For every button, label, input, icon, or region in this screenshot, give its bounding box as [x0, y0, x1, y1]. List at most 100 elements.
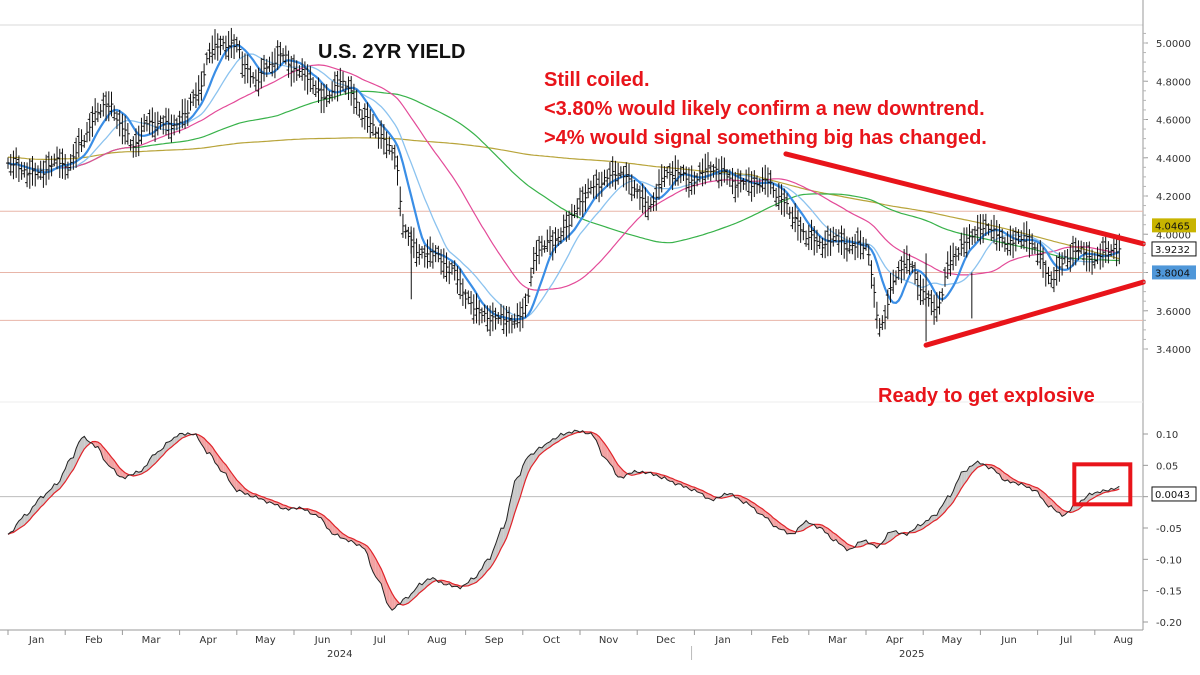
oscillator-fill: [413, 587, 417, 599]
oscillator-fill: [40, 496, 44, 508]
oscillator-last-tag: 0.0043: [1151, 486, 1197, 502]
oscillator-fill: [152, 454, 156, 466]
oscillator-fill: [59, 473, 63, 489]
tag-box: [1151, 486, 1197, 502]
oscillator-fill: [969, 465, 973, 477]
oscillator-fill: [236, 480, 240, 492]
ma-100-line: [7, 90, 1120, 262]
oscillator-fill: [947, 495, 951, 509]
oscillator-fill: [593, 433, 597, 441]
annotation-big-change: >4% would signal something big has chang…: [544, 127, 987, 149]
tag-value: 4.0465: [1155, 221, 1190, 232]
oscillator-fill: [198, 434, 202, 445]
x-month-label: Apr: [200, 635, 218, 646]
oscillator-fill: [503, 519, 507, 544]
oscillator-fill: [604, 443, 608, 460]
oscillator-fill: [416, 583, 420, 596]
y-tick-label: 4.0000: [1156, 230, 1191, 241]
y-tick-label: 4.8000: [1156, 77, 1191, 88]
oscillator-fill: [857, 541, 861, 547]
x-month-label: May: [941, 635, 962, 646]
x-month-label: May: [255, 635, 276, 646]
oscillator-fill: [915, 524, 918, 533]
oscillator-fill: [383, 575, 387, 603]
tag-value: 3.8004: [1155, 268, 1190, 279]
oscillator-fill: [146, 459, 150, 471]
oscillator-fill: [405, 597, 409, 605]
price-panel: [6, 27, 1146, 348]
oscillator-fill: [596, 434, 600, 448]
last-value-tag: 3.8004: [1152, 265, 1196, 280]
oscillator-fill: [950, 491, 954, 506]
oscillator-fill: [95, 441, 98, 448]
oscillator-fill: [827, 528, 831, 539]
y-tick-label: 0.10: [1156, 430, 1178, 441]
x-year-label: 2024: [327, 649, 352, 660]
annotation-downtrend: <3.80% would likely confirm a new downtr…: [544, 98, 985, 120]
oscillator-fill: [340, 531, 343, 539]
oscillator-fill: [490, 551, 493, 569]
x-month-label: Apr: [886, 635, 904, 646]
tag-box: [1152, 265, 1196, 280]
ma-20-line: [7, 53, 1120, 318]
oscillator-fill: [78, 438, 82, 459]
oscillator-fill: [999, 468, 1003, 480]
oscillator-fill: [206, 441, 210, 454]
oscillator-fill: [87, 440, 90, 446]
oscillator-panel: [7, 429, 1133, 611]
oscillator-fill: [204, 438, 207, 454]
oscillator-fill: [231, 472, 235, 488]
oscillator-fill: [906, 531, 910, 536]
x-month-label: Jun: [1000, 635, 1017, 646]
highlight-box: [1072, 462, 1133, 507]
oscillator-fill: [506, 505, 510, 539]
oscillator-fill: [103, 447, 107, 463]
oscillator-fill: [495, 536, 499, 560]
trendline-upper: [783, 151, 1146, 247]
oscillator-fill: [18, 518, 22, 529]
oscillator-line: [7, 429, 1120, 611]
x-month-label: Sep: [485, 635, 504, 646]
y-tick-label: 0.05: [1156, 461, 1178, 472]
tag-box: [1152, 218, 1196, 233]
oscillator-signal-line: [7, 431, 1120, 606]
oscillator-fill: [961, 471, 965, 489]
oscillator-fill: [65, 461, 68, 482]
oscillator-fill: [67, 458, 71, 478]
oscillator-fill: [797, 525, 801, 532]
oscillator-fill: [887, 532, 891, 543]
oscillator-fill: [599, 436, 602, 456]
last-value-tag: 3.9232: [1151, 241, 1197, 257]
oscillator-fill: [481, 562, 485, 578]
y-tick-label: 3.4000: [1156, 345, 1191, 356]
oscillator-fill: [487, 559, 491, 571]
x-month-label: Jan: [28, 635, 44, 646]
x-month-label: Oct: [543, 635, 560, 646]
oscillator-fill: [97, 442, 101, 452]
oscillator-fill: [321, 514, 324, 523]
y-tick-label: 3.6000: [1156, 307, 1191, 318]
oscillator-fill: [16, 520, 19, 531]
oscillator-fill: [1002, 471, 1005, 481]
oscillator-fill: [364, 544, 368, 555]
oscillator-fill: [953, 483, 956, 503]
y-tick-label: 4.4000: [1156, 154, 1191, 165]
oscillator-fill: [35, 499, 38, 514]
y-tick-label: 5.0000: [1156, 39, 1191, 50]
oscillator-fill: [1004, 473, 1008, 481]
oscillator-fill: [988, 464, 992, 469]
oscillator-fill: [386, 582, 390, 607]
oscillator-fill: [38, 496, 41, 511]
x-month-label: Mar: [142, 635, 162, 646]
oscillator-fill: [740, 496, 744, 504]
oscillator-fill: [917, 524, 921, 532]
annotation-still-coiled: Still coiled.: [544, 69, 650, 91]
y-tick-label: -0.05: [1156, 524, 1182, 535]
oscillator-fill: [375, 558, 379, 581]
oscillator-fill: [389, 587, 393, 611]
oscillator-fill: [484, 559, 488, 575]
tag-value: 3.9232: [1155, 245, 1190, 256]
chart-title: U.S. 2YR YIELD: [318, 41, 465, 63]
oscillator-fill: [106, 450, 109, 466]
